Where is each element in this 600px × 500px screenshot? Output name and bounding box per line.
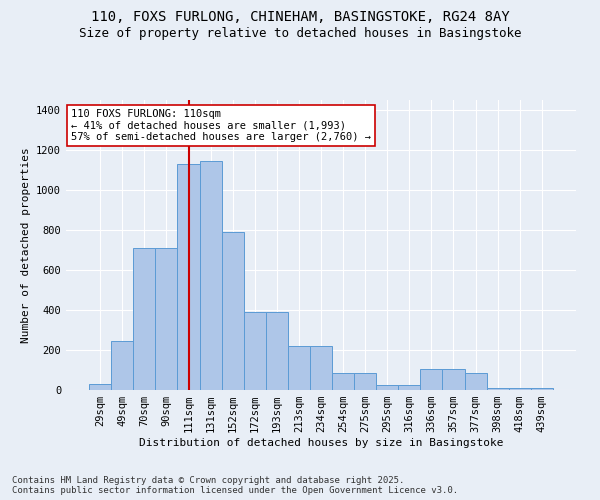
Bar bbox=[464, 373, 487, 390]
Text: 110, FOXS FURLONG, CHINEHAM, BASINGSTOKE, RG24 8AY: 110, FOXS FURLONG, CHINEHAM, BASINGSTOKE… bbox=[91, 10, 509, 24]
Bar bbox=[178, 164, 200, 390]
Bar bbox=[509, 388, 531, 390]
Bar bbox=[155, 248, 178, 390]
Bar bbox=[531, 388, 553, 390]
Text: 110 FOXS FURLONG: 110sqm
← 41% of detached houses are smaller (1,993)
57% of sem: 110 FOXS FURLONG: 110sqm ← 41% of detach… bbox=[71, 108, 371, 142]
Bar bbox=[89, 384, 111, 390]
Y-axis label: Number of detached properties: Number of detached properties bbox=[20, 147, 31, 343]
Bar bbox=[421, 369, 442, 390]
X-axis label: Distribution of detached houses by size in Basingstoke: Distribution of detached houses by size … bbox=[139, 438, 503, 448]
Bar bbox=[310, 346, 332, 390]
Bar bbox=[244, 312, 266, 390]
Bar bbox=[442, 369, 464, 390]
Bar bbox=[221, 232, 244, 390]
Bar bbox=[354, 373, 376, 390]
Bar bbox=[133, 248, 155, 390]
Bar bbox=[111, 341, 133, 390]
Bar bbox=[266, 312, 288, 390]
Text: Size of property relative to detached houses in Basingstoke: Size of property relative to detached ho… bbox=[79, 28, 521, 40]
Bar bbox=[376, 385, 398, 390]
Bar bbox=[200, 161, 221, 390]
Text: Contains HM Land Registry data © Crown copyright and database right 2025.
Contai: Contains HM Land Registry data © Crown c… bbox=[12, 476, 458, 495]
Bar bbox=[487, 388, 509, 390]
Bar bbox=[288, 346, 310, 390]
Bar bbox=[398, 385, 421, 390]
Bar bbox=[332, 373, 354, 390]
